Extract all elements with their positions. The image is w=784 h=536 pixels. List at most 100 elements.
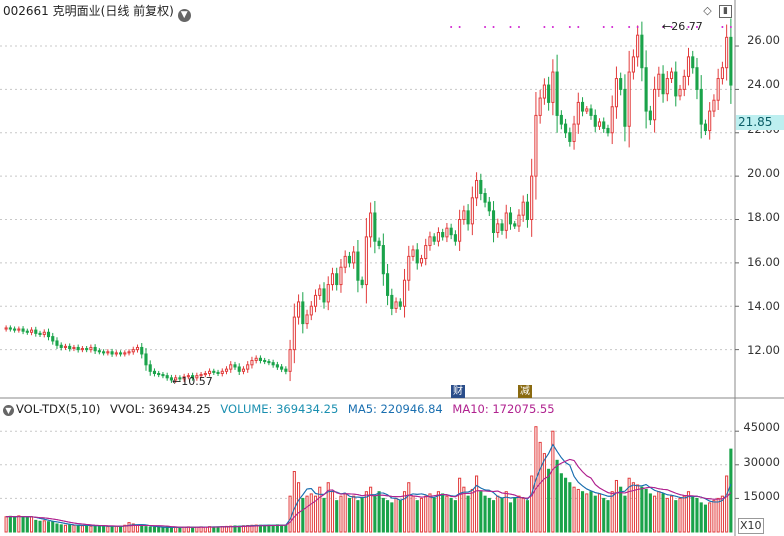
volume-bar bbox=[347, 497, 351, 533]
volume-bar bbox=[729, 448, 733, 533]
volume-bar bbox=[623, 495, 627, 533]
volume-bar bbox=[525, 500, 529, 533]
candle-body bbox=[517, 214, 521, 227]
candle-body bbox=[224, 368, 229, 372]
candle-body bbox=[275, 364, 279, 368]
signal-dot bbox=[484, 26, 487, 28]
volume-bar bbox=[610, 491, 614, 533]
signal-dot bbox=[611, 26, 614, 28]
volume-bar bbox=[212, 526, 216, 533]
volume-bar bbox=[640, 486, 644, 533]
candle-body bbox=[42, 331, 46, 335]
chevron-down-icon[interactable]: ▼ bbox=[177, 9, 191, 22]
candle-body bbox=[157, 372, 161, 376]
volume-bar bbox=[29, 516, 34, 533]
candle-body bbox=[267, 361, 271, 364]
candle-body bbox=[80, 348, 84, 351]
diamond-icon[interactable]: ◇ bbox=[702, 4, 713, 17]
candle-body bbox=[606, 127, 610, 134]
candle-body bbox=[102, 351, 106, 354]
volume-bar bbox=[68, 524, 72, 533]
volume-bar bbox=[682, 495, 686, 533]
volume-bar bbox=[593, 495, 597, 533]
price-tick: 24.00 bbox=[747, 77, 780, 91]
volume-bar bbox=[309, 493, 313, 533]
candle-body bbox=[63, 345, 68, 348]
signal-dot bbox=[687, 26, 690, 28]
candle-body bbox=[436, 232, 440, 242]
indicator-name[interactable]: VOL-TDX(5,10) bbox=[16, 402, 101, 416]
candle-body bbox=[623, 88, 627, 127]
candle-body bbox=[364, 236, 368, 286]
signal-dot bbox=[509, 26, 512, 28]
candle-body bbox=[695, 67, 699, 90]
candle-body bbox=[699, 88, 703, 125]
volume-bar bbox=[699, 502, 703, 533]
volume-bar bbox=[381, 497, 385, 533]
volume-bar bbox=[644, 488, 648, 533]
candle-body bbox=[343, 255, 347, 268]
volume-bar bbox=[123, 524, 127, 533]
candle-body bbox=[725, 36, 729, 69]
volume-bar bbox=[449, 497, 453, 533]
volume-bar bbox=[428, 493, 432, 533]
candle-body bbox=[46, 331, 51, 338]
volume-bar bbox=[674, 500, 678, 533]
candle-body bbox=[627, 71, 631, 127]
candle-body bbox=[305, 314, 309, 325]
candle-body bbox=[547, 84, 551, 103]
candle-body bbox=[339, 266, 343, 286]
panel-toggle-icon[interactable]: ▮ bbox=[719, 5, 732, 18]
volume-bar bbox=[398, 500, 402, 533]
volume-bar bbox=[360, 497, 364, 533]
volume-bar bbox=[216, 526, 220, 533]
volume-bar bbox=[517, 495, 521, 533]
volume-bar bbox=[364, 491, 368, 533]
volume-bar bbox=[614, 479, 619, 533]
candle-body bbox=[123, 352, 127, 355]
candle-body bbox=[68, 345, 72, 350]
event-marker-reduction[interactable]: 减 bbox=[518, 385, 532, 398]
volume-bar bbox=[21, 516, 25, 533]
candle-body bbox=[491, 210, 496, 234]
volume-bar bbox=[203, 526, 207, 533]
volume-bar bbox=[496, 495, 500, 533]
candle-body bbox=[174, 377, 178, 381]
candle-body bbox=[479, 179, 483, 194]
candle-body bbox=[432, 236, 436, 242]
candle-body bbox=[258, 357, 262, 361]
collapse-icon[interactable]: ▼ bbox=[3, 405, 14, 416]
candle-body bbox=[640, 34, 644, 69]
volume-bar bbox=[386, 500, 390, 533]
candle-body bbox=[559, 114, 563, 125]
volume-bar bbox=[572, 486, 576, 533]
current-price-tag: 21.85 bbox=[736, 115, 784, 130]
volume-unit: X10 bbox=[738, 518, 764, 534]
volume-bar bbox=[551, 430, 555, 533]
signal-dot bbox=[670, 26, 673, 28]
candle-body bbox=[237, 366, 241, 372]
candle-body bbox=[572, 123, 576, 142]
candle-body bbox=[51, 336, 55, 342]
event-marker-finance[interactable]: 财 bbox=[451, 385, 465, 398]
volume-bar bbox=[513, 497, 517, 533]
volume-bar bbox=[220, 526, 224, 533]
volume-bar bbox=[394, 497, 398, 533]
candle-body bbox=[169, 377, 173, 381]
candle-body bbox=[682, 75, 686, 90]
candle-body bbox=[127, 351, 131, 354]
candle-body bbox=[593, 114, 597, 127]
candle-body bbox=[89, 346, 93, 351]
candle-body bbox=[419, 258, 424, 264]
candle-body bbox=[513, 223, 517, 227]
candle-body bbox=[636, 34, 640, 58]
candle-body bbox=[216, 371, 220, 374]
volume-bar bbox=[373, 495, 377, 533]
volume-bar bbox=[305, 495, 309, 533]
candle-body bbox=[182, 376, 186, 380]
volume-bar bbox=[297, 482, 301, 533]
candle-body bbox=[263, 359, 267, 363]
candle-body bbox=[76, 346, 80, 351]
